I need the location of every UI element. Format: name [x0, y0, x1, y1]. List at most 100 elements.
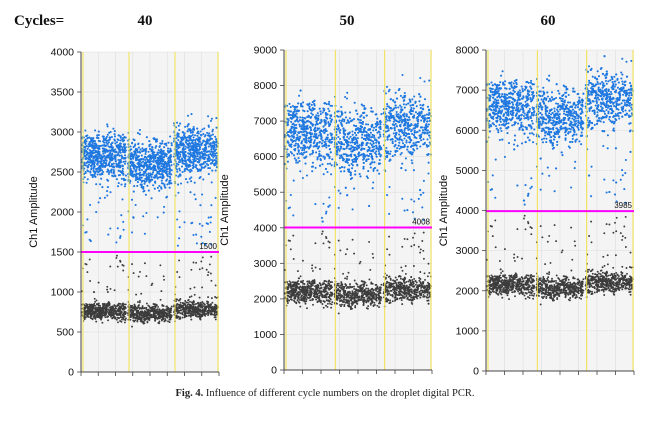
positive-droplet — [135, 165, 139, 168]
positive-droplet — [301, 133, 304, 136]
positive-droplet — [211, 133, 214, 136]
positive-droplet — [372, 181, 375, 184]
positive-droplet — [403, 106, 406, 109]
negative-droplet — [190, 312, 193, 315]
positive-droplet — [147, 177, 150, 180]
positive-droplet — [208, 132, 211, 135]
negative-droplet — [165, 313, 168, 315]
positive-droplet — [344, 186, 347, 189]
positive-droplet — [304, 136, 307, 139]
positive-droplet — [187, 169, 191, 172]
positive-droplet — [212, 148, 215, 151]
positive-droplet — [143, 232, 146, 235]
positive-droplet — [362, 165, 365, 168]
positive-droplet — [211, 128, 214, 131]
positive-droplet — [149, 157, 152, 160]
positive-droplet — [209, 216, 212, 219]
positive-droplet — [122, 177, 125, 180]
positive-droplet — [337, 189, 340, 192]
positive-droplet — [196, 155, 199, 158]
positive-droplet — [161, 142, 164, 145]
positive-droplet — [199, 169, 202, 172]
positive-droplet — [156, 151, 159, 154]
positive-droplet — [378, 152, 381, 155]
positive-droplet — [210, 150, 213, 153]
positive-droplet — [89, 161, 92, 164]
positive-droplet — [100, 169, 104, 172]
positive-droplet — [190, 222, 193, 225]
positive-droplet — [154, 181, 157, 184]
negative-droplet — [138, 314, 141, 316]
positive-droplet — [325, 210, 328, 213]
positive-droplet — [112, 127, 115, 130]
negative-droplet — [179, 317, 181, 320]
positive-droplet — [191, 131, 194, 134]
positive-droplet — [139, 148, 142, 151]
positive-droplet — [140, 168, 143, 171]
positive-droplet — [176, 153, 179, 156]
positive-droplet — [100, 177, 103, 180]
positive-droplet — [130, 160, 133, 163]
positive-droplet — [408, 118, 411, 121]
positive-droplet — [346, 91, 349, 94]
positive-droplet — [105, 156, 108, 159]
positive-droplet — [89, 171, 92, 174]
negative-droplet — [206, 302, 209, 305]
positive-droplet — [298, 152, 302, 155]
negative-droplet — [109, 287, 112, 290]
positive-droplet — [142, 174, 145, 177]
positive-droplet — [159, 173, 162, 176]
positive-droplet — [116, 185, 120, 188]
negative-droplet — [162, 316, 164, 319]
negative-droplet — [197, 313, 200, 315]
positive-droplet — [89, 150, 92, 153]
negative-droplet — [104, 316, 107, 319]
positive-droplet — [177, 163, 180, 166]
positive-droplet — [136, 132, 140, 135]
positive-droplet — [110, 136, 113, 139]
positive-droplet — [394, 91, 397, 94]
negative-droplet — [201, 256, 204, 259]
positive-droplet — [162, 163, 166, 166]
positive-droplet — [144, 152, 147, 156]
negative-droplet — [159, 298, 162, 301]
positive-droplet — [386, 135, 389, 138]
positive-droplet — [179, 136, 182, 139]
positive-droplet — [178, 169, 182, 172]
positive-droplet — [147, 150, 150, 153]
positive-droplet — [290, 134, 294, 137]
positive-droplet — [337, 135, 340, 139]
negative-droplet — [91, 309, 93, 312]
positive-droplet — [184, 155, 187, 158]
positive-droplet — [344, 95, 347, 99]
negative-droplet — [155, 316, 158, 319]
positive-droplet — [121, 198, 124, 201]
positive-droplet — [109, 169, 112, 172]
positive-droplet — [163, 183, 166, 186]
positive-droplet — [208, 230, 211, 233]
negative-droplet — [193, 308, 195, 311]
positive-droplet — [292, 154, 296, 157]
y-tick-label: 3000 — [254, 258, 278, 270]
positive-droplet — [214, 148, 218, 151]
positive-droplet — [164, 162, 167, 165]
positive-droplet — [149, 174, 152, 177]
positive-droplet — [154, 169, 157, 172]
negative-droplet — [97, 309, 100, 312]
positive-droplet — [130, 231, 134, 234]
positive-droplet — [300, 142, 303, 145]
negative-droplet — [209, 306, 212, 309]
negative-droplet — [169, 317, 172, 320]
positive-droplet — [421, 104, 424, 107]
positive-droplet — [421, 129, 425, 132]
positive-droplet — [103, 196, 106, 199]
positive-droplet — [140, 158, 143, 161]
negative-droplet — [121, 304, 124, 307]
negative-droplet — [106, 316, 109, 318]
positive-droplet — [113, 133, 116, 136]
positive-droplet — [138, 163, 142, 166]
positive-droplet — [176, 244, 179, 247]
negative-droplet — [93, 297, 96, 300]
positive-droplet — [195, 233, 198, 236]
negative-droplet — [87, 311, 90, 314]
